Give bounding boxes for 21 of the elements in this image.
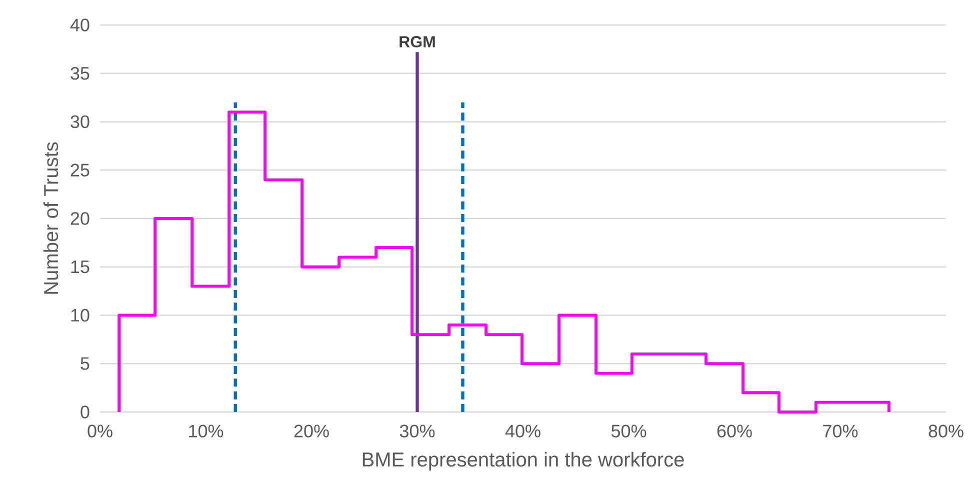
x-axis-title: BME representation in the workforce [362, 452, 684, 471]
y-axis-title: Number of Trusts [43, 142, 58, 294]
x-tick-label: 50% [611, 424, 646, 438]
y-tick-label: 35 [70, 67, 90, 80]
x-tick-label: 40% [505, 424, 540, 438]
y-tick-label: 25 [70, 164, 90, 176]
x-tick-label: 70% [823, 424, 858, 438]
x-tick-label: 60% [717, 424, 752, 438]
x-tick-label: 80% [928, 424, 964, 438]
y-tick-label: 15 [71, 260, 90, 274]
y-tick-label: 40 [70, 18, 90, 32]
y-tick-label: 5 [80, 357, 90, 370]
x-tick-label: 20% [294, 424, 329, 438]
x-tick-label: 0% [88, 424, 112, 438]
x-tick-label: 10% [189, 424, 224, 438]
y-tick-label: 10 [71, 308, 90, 322]
y-tick-label: 0 [80, 406, 90, 418]
y-tick-label: 30 [70, 115, 90, 128]
ref-line-label: RGM [400, 36, 435, 48]
x-tick-label: 30% [400, 424, 435, 438]
y-tick-label: 20 [70, 212, 90, 225]
